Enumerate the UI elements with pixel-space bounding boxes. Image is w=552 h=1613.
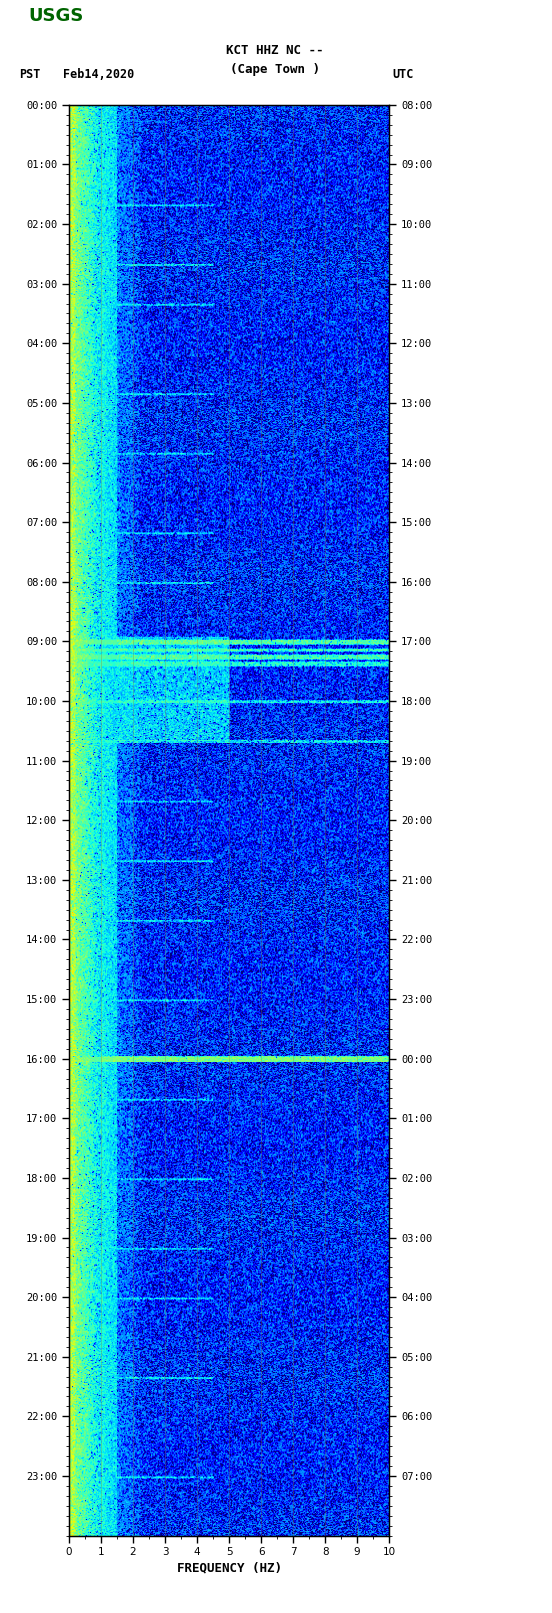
X-axis label: FREQUENCY (HZ): FREQUENCY (HZ)	[177, 1561, 282, 1574]
Text: Feb14,2020: Feb14,2020	[63, 68, 135, 81]
Text: USGS: USGS	[29, 6, 84, 26]
Text: (Cape Town ): (Cape Town )	[230, 63, 320, 76]
Text: KCT HHZ NC --: KCT HHZ NC --	[226, 44, 323, 56]
Text: PST: PST	[19, 68, 41, 81]
Text: UTC: UTC	[392, 68, 413, 81]
